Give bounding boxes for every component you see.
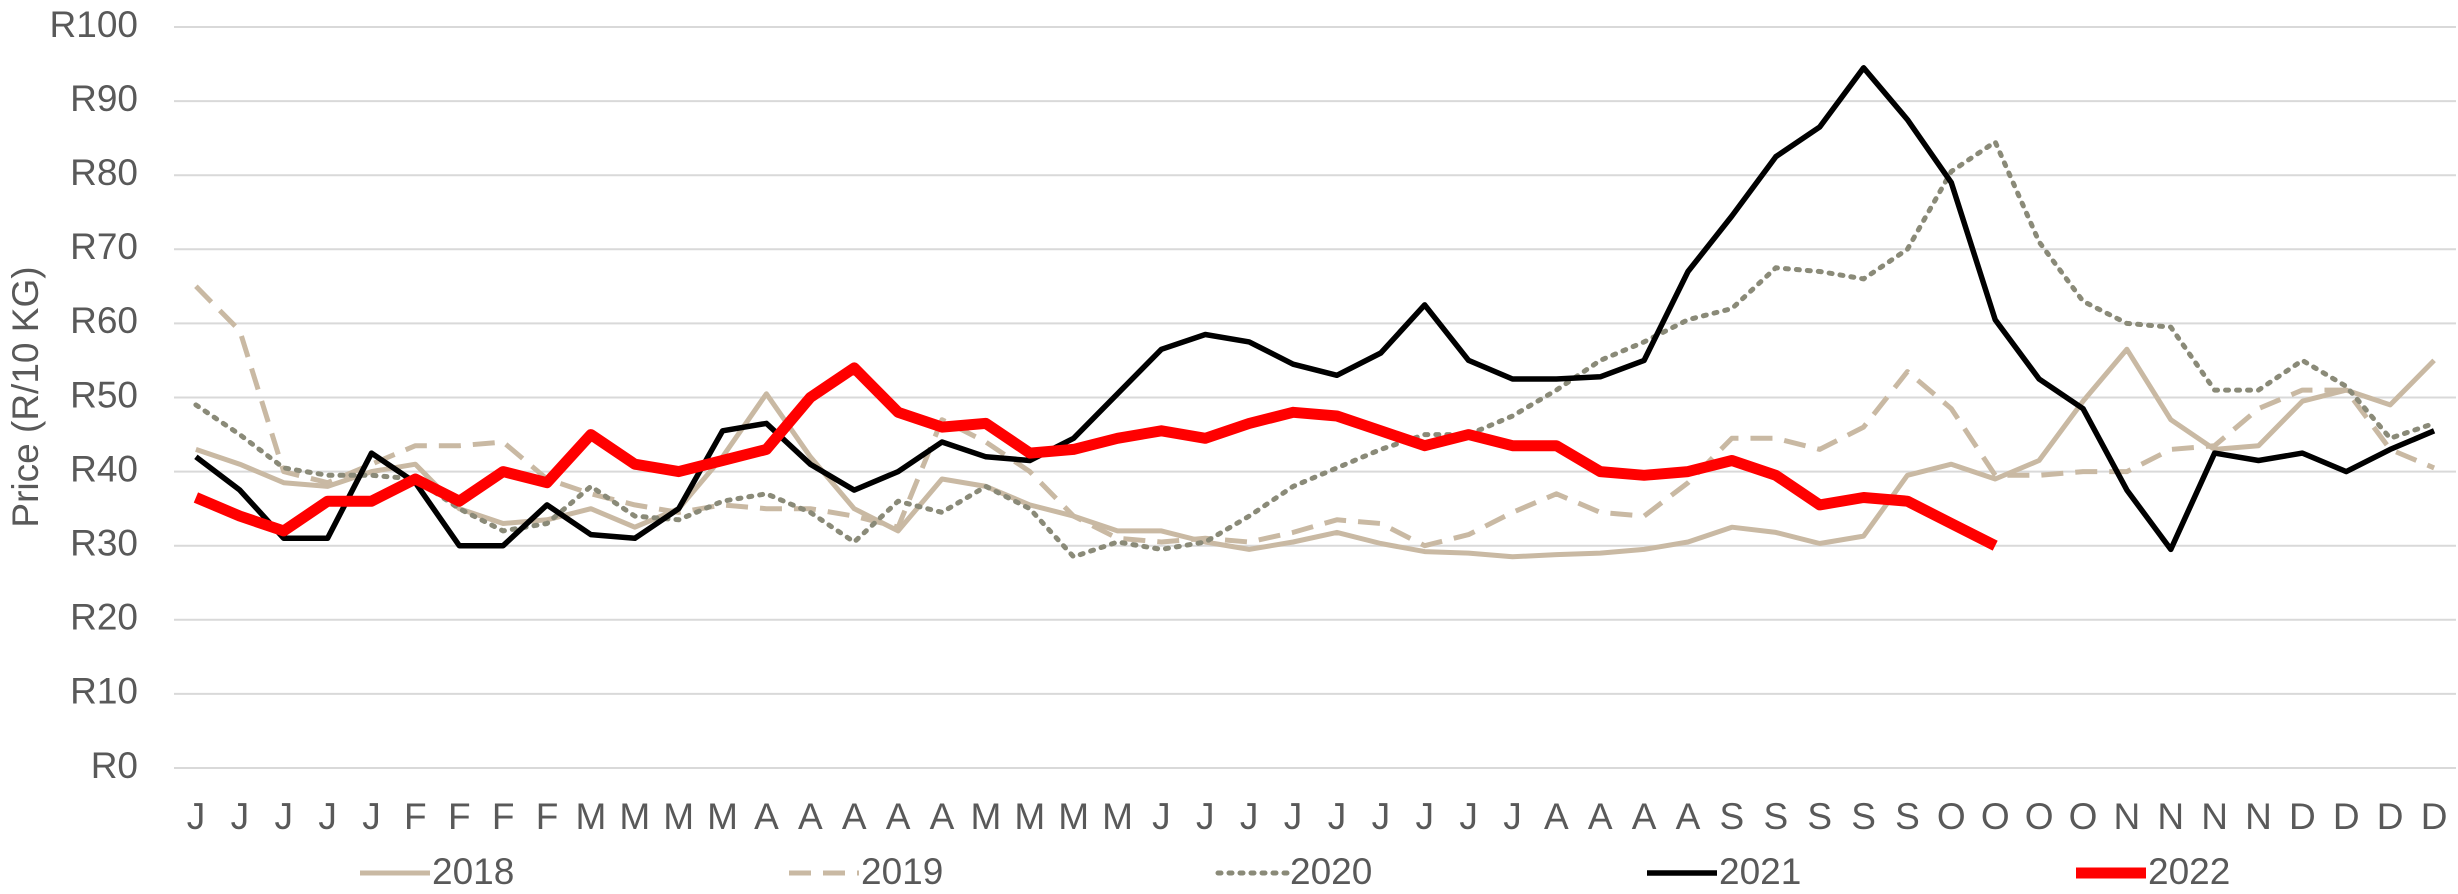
x-tick-label: D [2421,796,2448,837]
series-line [193,362,1998,551]
legend-label: 2020 [1290,851,1372,892]
x-tick-label: J [362,796,381,837]
series-line [194,284,2436,549]
x-tick-label: J [231,796,250,837]
legend-label: 2022 [2148,851,2230,892]
y-tick-label: R80 [70,152,138,193]
x-tick-label: J [1284,796,1303,837]
x-tick-label: F [492,796,515,837]
x-tick-label: N [2157,796,2184,837]
x-tick-label: M [619,796,650,837]
x-tick-label: M [707,796,738,837]
y-tick-label: R90 [70,78,138,119]
x-tick-label: O [1981,796,2010,837]
x-tick-label: S [1807,796,1832,837]
x-tick-label: N [2113,796,2140,837]
x-tick-label: J [1372,796,1391,837]
legend-label: 2019 [861,851,943,892]
y-tick-label: R0 [91,745,138,786]
x-tick-label: J [318,796,337,837]
x-tick-label: M [1102,796,1133,837]
x-tick-label: J [187,796,206,837]
x-tick-label: J [274,796,293,837]
legend-label: 2021 [1719,851,1801,892]
y-tick-label: R30 [70,522,138,563]
x-tick-label: S [1895,796,1920,837]
y-tick-label: R70 [70,226,138,267]
x-tick-label: D [2289,796,2316,837]
x-tick-label: A [886,796,911,837]
x-tick-label: D [2333,796,2360,837]
x-tick-label: D [2377,796,2404,837]
x-tick-label: M [575,796,606,837]
x-tick-label: O [2069,796,2098,837]
x-tick-label: J [1503,796,1522,837]
y-tick-label: R100 [50,4,138,45]
x-tick-label: J [1240,796,1259,837]
x-tick-label: F [536,796,559,837]
y-tick-label: R20 [70,597,138,638]
x-tick-label: M [1014,796,1045,837]
x-tick-label: O [2025,796,2054,837]
x-tick-label: J [1415,796,1434,837]
x-tick-label: A [1632,796,1657,837]
x-tick-label: A [930,796,955,837]
x-tick-label: N [2245,796,2272,837]
y-tick-label: R10 [70,671,138,712]
y-axis-title: Price (R/10 KG) [5,266,46,527]
x-tick-label: F [448,796,471,837]
x-tick-label: M [663,796,694,837]
x-tick-label: S [1720,796,1745,837]
series-line [193,139,2437,560]
legend-label: 2018 [432,851,514,892]
x-tick-label: J [1459,796,1478,837]
series-line [195,346,2436,560]
x-tick-label: S [1851,796,1876,837]
y-tick-label: R60 [70,300,138,341]
x-tick-label: S [1763,796,1788,837]
x-tick-label: J [1152,796,1171,837]
x-tick-label: A [798,796,823,837]
x-tick-label: N [2201,796,2228,837]
y-tick-label: R40 [70,448,138,489]
x-tick-label: J [1328,796,1347,837]
x-tick-label: M [970,796,1001,837]
x-tick-label: A [1544,796,1569,837]
series-line [194,65,2436,553]
x-tick-label: A [1676,796,1701,837]
x-tick-label: F [404,796,427,837]
x-tick-label: A [754,796,779,837]
x-tick-label: A [842,796,867,837]
x-tick-label: M [1058,796,1089,837]
y-tick-label: R50 [70,374,138,415]
x-tick-label: O [1937,796,1966,837]
x-tick-label: J [1196,796,1215,837]
x-tick-label: A [1588,796,1613,837]
